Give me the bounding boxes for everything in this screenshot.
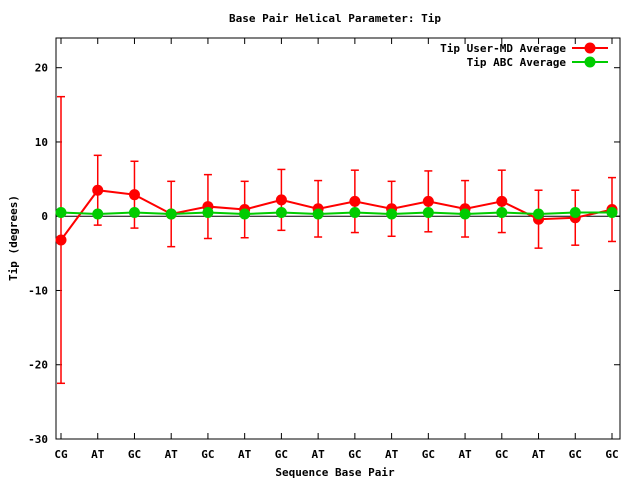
data-point [459,208,471,220]
y-tick-label: -30 [28,433,48,446]
y-tick-label: -20 [28,359,48,372]
x-tick-label: AT [458,448,472,461]
x-tick-label: CG [54,448,68,461]
data-point [496,195,508,207]
y-tick-label: 20 [35,62,48,75]
y-axis-label: Tip (degrees) [7,195,20,281]
plot-frame [55,37,621,440]
x-axis-label: Sequence Base Pair [275,466,395,479]
x-tick-label: AT [532,448,546,461]
series-1 [55,95,618,385]
series-line [60,189,613,241]
data-point [165,208,177,220]
data-point [606,207,618,219]
x-tick-label: GC [422,448,435,461]
data-point [422,195,434,207]
series-layer [55,95,618,385]
legend-label: Tip User-MD Average [440,42,566,55]
x-axis: CG AT GC AT GC AT GC AT GC AT GC AT GC AT GC GC [54,38,619,461]
data-point [202,207,214,219]
x-tick-label: GC [348,448,361,461]
series-2 [55,207,618,220]
data-point [55,207,67,219]
series-line [60,211,612,215]
data-point [128,189,140,201]
data-point [92,184,104,196]
x-tick-label: AT [165,448,179,461]
x-tick-label: GC [275,448,288,461]
x-tick-label: GC [201,448,214,461]
data-point [239,208,251,220]
legend-marker [584,56,596,68]
legend-label: Tip ABC Average [467,56,567,69]
x-tick-label: GC [605,448,618,461]
data-point [128,207,140,219]
y-axis: -30 -20 -10 0 10 20 [28,62,620,446]
x-tick-label: AT [385,448,399,461]
data-point [275,207,287,219]
chart-title: Base Pair Helical Parameter: Tip [229,12,441,25]
y-tick-label: -10 [28,284,48,297]
x-tick-label: GC [128,448,141,461]
x-tick-label: AT [238,448,252,461]
x-tick-label: GC [569,448,582,461]
data-point [496,207,508,219]
data-point [533,208,545,220]
data-point [55,234,67,246]
legend-marker [584,42,596,54]
y-tick-label: 10 [35,136,48,149]
data-point [422,207,434,219]
y-tick-label: 0 [41,210,48,223]
data-point [349,195,361,207]
data-point [92,208,104,220]
data-point [349,207,361,219]
x-tick-label: AT [312,448,326,461]
data-point [569,207,581,219]
data-point [386,208,398,220]
x-tick-label: AT [91,448,105,461]
data-point [312,208,324,220]
x-tick-label: GC [495,448,508,461]
data-point [275,194,287,206]
